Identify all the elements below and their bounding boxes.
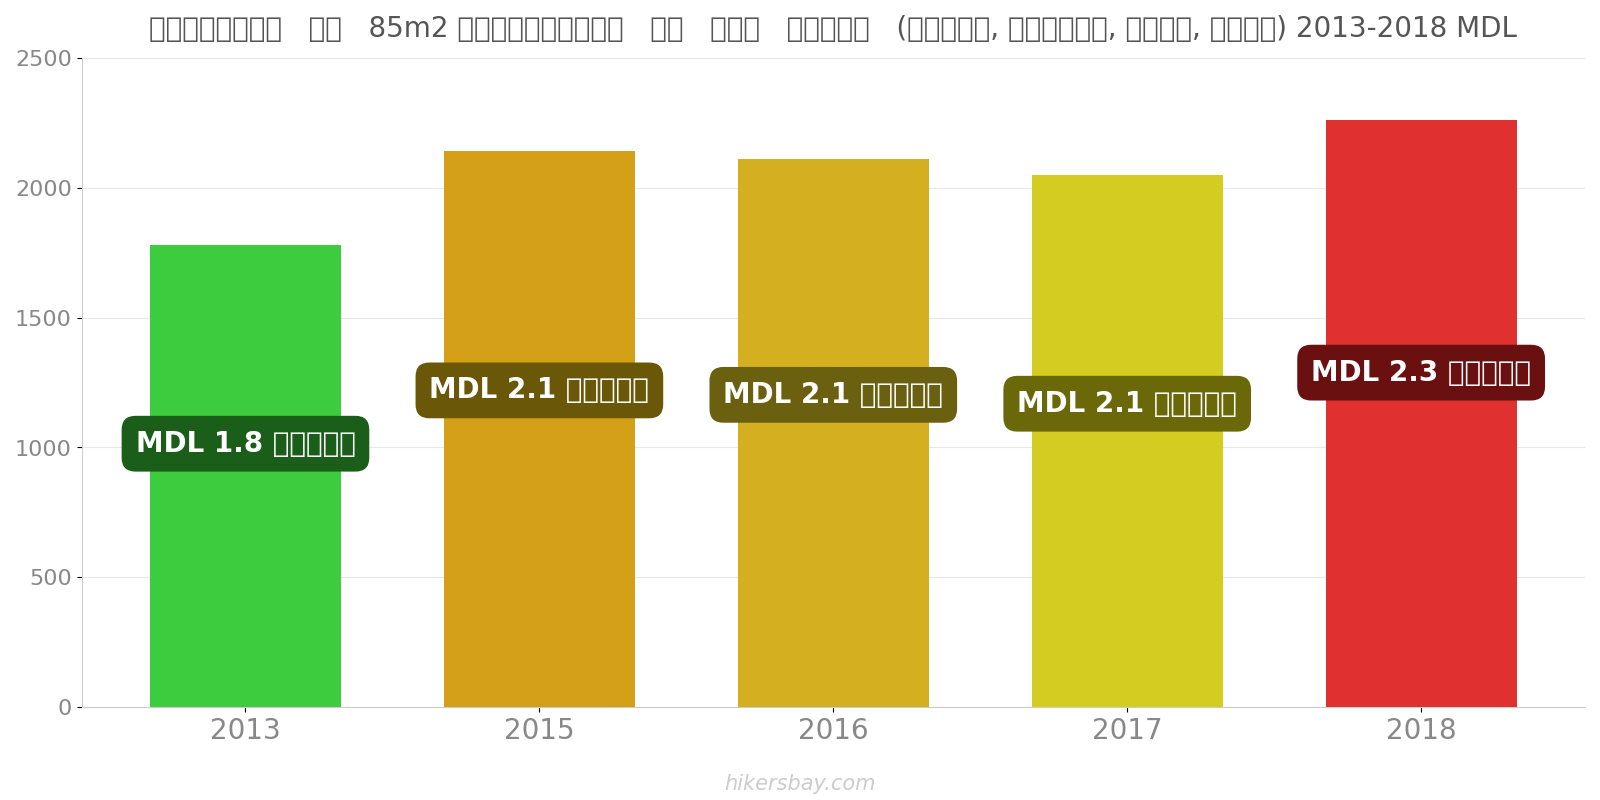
Text: MDL 2.1 हज़ार: MDL 2.1 हज़ार	[429, 377, 650, 405]
Bar	[1032, 174, 1222, 707]
Bar	[150, 245, 341, 707]
Text: MDL 2.1 हज़ार: MDL 2.1 हज़ार	[1018, 390, 1237, 418]
Text: MDL 2.3 हज़ार: MDL 2.3 हज़ार	[1310, 358, 1531, 386]
Bar	[443, 151, 635, 707]
Text: MDL 1.8 हज़ार: MDL 1.8 हज़ार	[136, 430, 355, 458]
Text: MDL 2.1 हज़ार: MDL 2.1 हज़ार	[723, 381, 944, 409]
Text: hikersbay.com: hikersbay.com	[725, 774, 875, 794]
Bar	[738, 159, 930, 707]
Bar	[1326, 120, 1517, 707]
Title: मॉल्डोवा   एक   85m2 अपार्टमेंट   के   लिए   शुल्क   (बिजली, हीटिंग, पानी, कचरा): मॉल्डोवा एक 85m2 अपार्टमेंट के लिए शुल्क…	[149, 15, 1517, 43]
